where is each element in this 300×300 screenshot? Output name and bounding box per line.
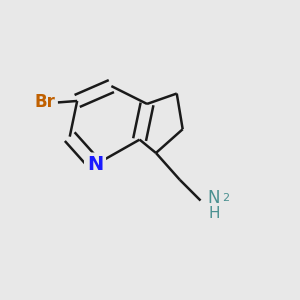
Text: Br: Br bbox=[34, 93, 55, 111]
Text: N: N bbox=[208, 189, 220, 207]
Text: N: N bbox=[87, 155, 103, 174]
Text: 2: 2 bbox=[222, 193, 229, 202]
Text: H: H bbox=[208, 206, 220, 221]
